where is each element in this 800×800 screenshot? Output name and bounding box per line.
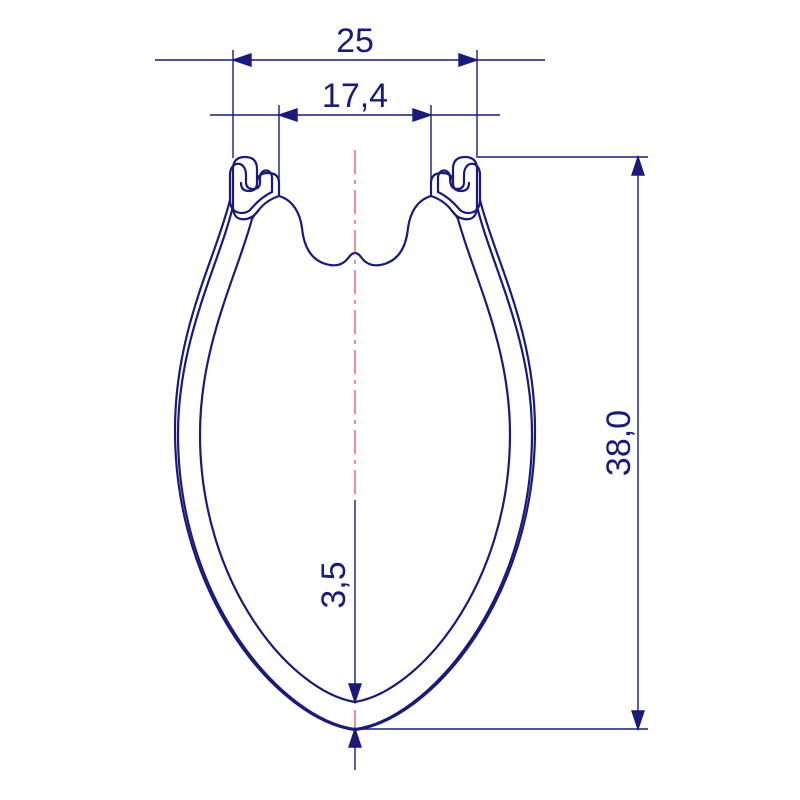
right-hook-under [431,196,477,219]
inner-wall-right [355,219,510,702]
dim-outer-width-label: 25 [336,22,374,60]
outer-right [355,169,532,729]
dim-inner-width: 17,4 [210,77,500,195]
dim-wall: 3,5 [315,500,361,770]
dim-depth: 38,0 [356,157,648,729]
outer-left [178,169,355,729]
right-hook-inner [431,173,453,196]
dim-inner-width-label: 17,4 [322,77,388,115]
dim-wall-label: 3,5 [315,561,353,608]
dimensions: 25 17,4 38,0 [155,22,648,770]
dim-depth-label: 38,0 [600,410,638,476]
rim-cross-section-drawing: 25 17,4 38,0 [0,0,800,800]
left-hook-under [233,196,279,219]
inner-wall-left [200,219,355,702]
